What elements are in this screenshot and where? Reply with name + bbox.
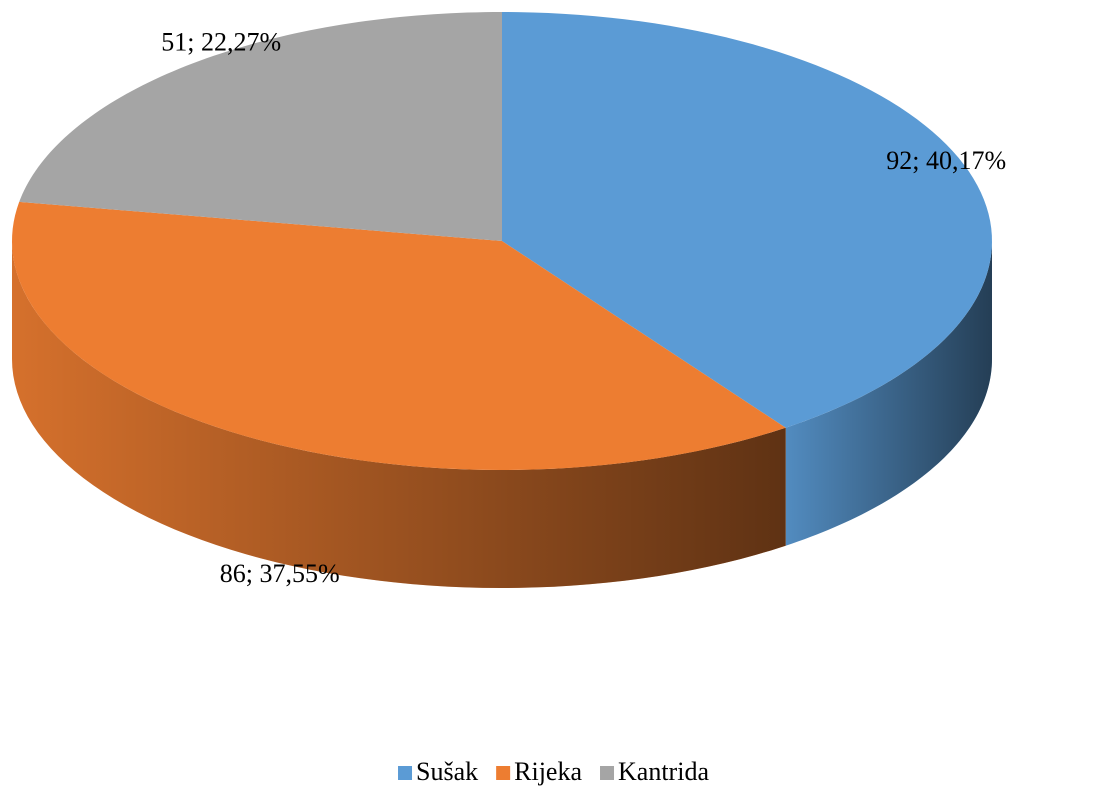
slice-side-shade [12, 241, 786, 588]
slice [19, 12, 503, 241]
data-label: 51; 22,27% [161, 28, 281, 57]
data-label: 92; 40,17% [886, 146, 1006, 175]
slice-side-shade [785, 241, 992, 546]
legend-label: Rijeka [514, 757, 582, 786]
slice [502, 12, 992, 428]
legend-label: Sušak [416, 757, 478, 786]
legend-swatch [398, 766, 413, 780]
legend-swatch [496, 766, 511, 780]
data-label: 86; 37,55% [220, 559, 340, 588]
legend-label: Kantrida [618, 757, 709, 786]
slice [12, 201, 786, 470]
legend-swatch [600, 766, 615, 780]
